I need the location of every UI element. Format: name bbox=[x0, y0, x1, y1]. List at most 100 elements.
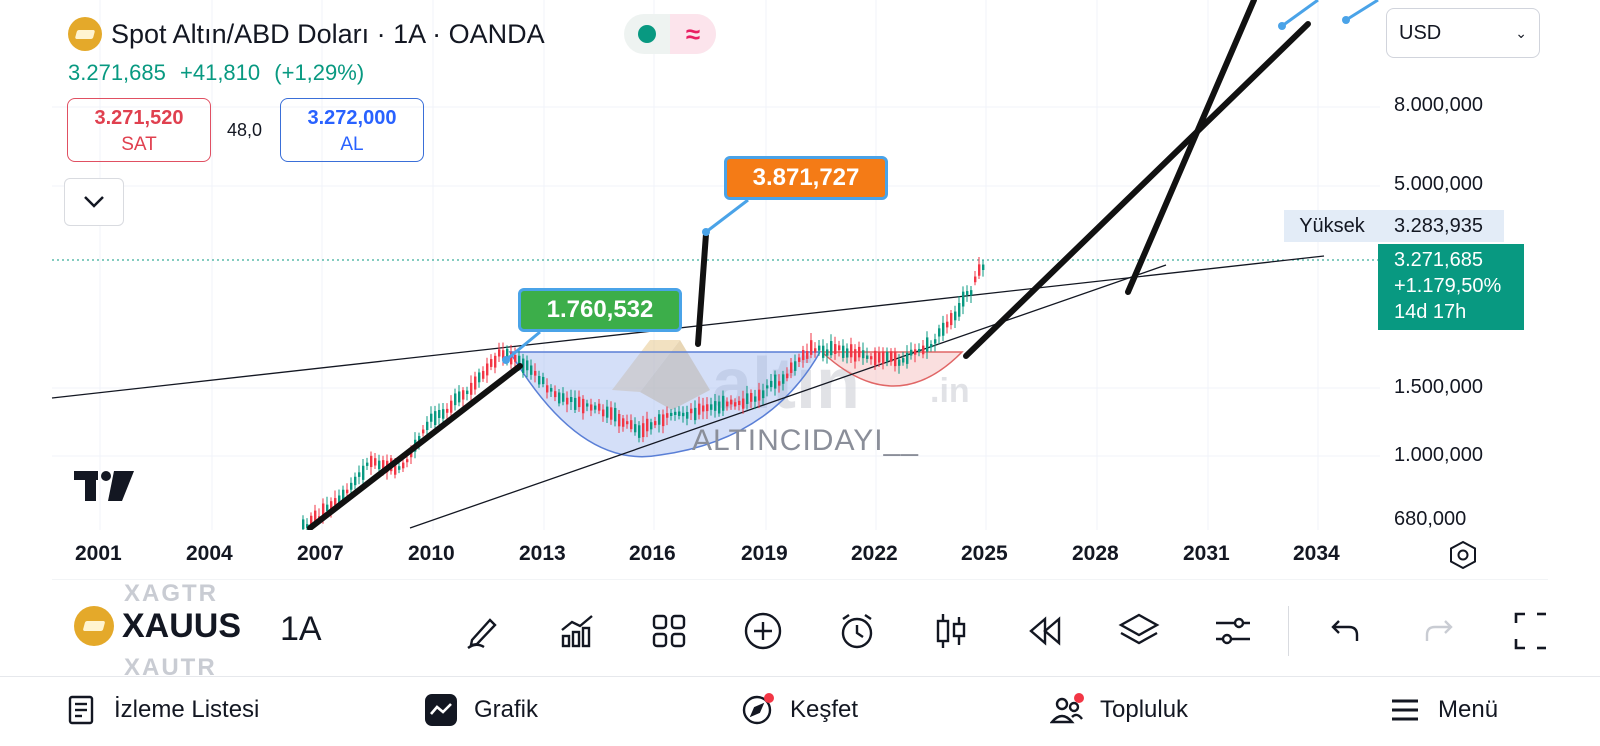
candle-body bbox=[378, 460, 381, 470]
candle-body bbox=[762, 390, 765, 399]
candle-body bbox=[774, 374, 777, 389]
candle-body bbox=[670, 412, 673, 416]
candle-body bbox=[934, 339, 937, 344]
currency-select[interactable]: USD ⌄ bbox=[1386, 8, 1540, 58]
buy-button[interactable]: 3.272,000 AL bbox=[280, 98, 424, 162]
notification-dot bbox=[1074, 693, 1084, 703]
nav-community[interactable]: Topluluk bbox=[1050, 688, 1188, 732]
candle-body bbox=[830, 341, 833, 356]
candle-body bbox=[750, 393, 753, 402]
time-axis-label: 2016 bbox=[629, 542, 676, 565]
pencil-icon[interactable] bbox=[460, 608, 506, 654]
candle-body bbox=[610, 407, 613, 420]
price-summary: 3.271,685 +41,810 (+1,29%) bbox=[68, 60, 372, 86]
price-change-pct: (+1,29%) bbox=[274, 60, 365, 85]
candle-body bbox=[534, 370, 537, 376]
candle-body bbox=[890, 351, 893, 362]
high-label: Yüksek bbox=[1284, 210, 1380, 242]
candle-body bbox=[654, 421, 657, 426]
candle-body bbox=[522, 358, 525, 374]
candle-body bbox=[674, 411, 677, 415]
candle-body bbox=[658, 414, 661, 425]
candle-body bbox=[578, 396, 581, 408]
interval-selector[interactable]: 1A bbox=[280, 610, 322, 648]
candle-body bbox=[838, 345, 841, 351]
candle-body bbox=[430, 413, 433, 422]
price-callout-1[interactable]: 1.760,532 bbox=[518, 288, 682, 332]
alert-icon[interactable] bbox=[834, 608, 880, 654]
candle-body bbox=[862, 350, 865, 359]
candle-body bbox=[350, 482, 353, 490]
layers-icon[interactable] bbox=[1116, 608, 1162, 654]
candle-body bbox=[954, 311, 957, 321]
candle-body bbox=[910, 349, 913, 356]
settings-icon[interactable] bbox=[1210, 608, 1256, 654]
layouts-icon[interactable] bbox=[646, 608, 692, 654]
gold-coin-icon bbox=[74, 606, 114, 646]
collapse-button[interactable] bbox=[64, 178, 124, 226]
indicators-icon[interactable] bbox=[554, 608, 600, 654]
nav-watchlist[interactable]: İzleme Listesi bbox=[64, 688, 259, 732]
candle-body bbox=[814, 348, 817, 353]
fullscreen-icon[interactable] bbox=[1508, 608, 1554, 654]
symbol-header[interactable]: Spot Altın/ABD Doları · 1A · OANDA bbox=[68, 14, 545, 54]
undo-icon[interactable] bbox=[1322, 608, 1368, 654]
nav-menu[interactable]: Menü bbox=[1388, 688, 1498, 732]
candle-body bbox=[798, 357, 801, 362]
candle-body bbox=[434, 411, 437, 426]
sell-button[interactable]: 3.271,520 SAT bbox=[67, 98, 211, 162]
tradingview-logo bbox=[74, 470, 134, 512]
candle-body bbox=[582, 398, 585, 414]
candle-body bbox=[486, 363, 489, 376]
candle-body bbox=[426, 421, 429, 431]
candle-body bbox=[498, 349, 501, 357]
candle-body bbox=[698, 403, 701, 415]
candle-body bbox=[782, 374, 785, 384]
add-icon[interactable] bbox=[740, 608, 786, 654]
candle-body bbox=[606, 406, 609, 418]
symbol-selector[interactable]: XAUUS bbox=[74, 606, 241, 646]
candle-body bbox=[462, 390, 465, 400]
candle-body bbox=[374, 458, 377, 466]
candle-body bbox=[366, 462, 369, 466]
candle-body bbox=[626, 421, 629, 425]
candle-body bbox=[550, 387, 553, 392]
candle-body bbox=[850, 344, 853, 358]
candle-body bbox=[314, 510, 317, 522]
watermark-logo: altin .in bbox=[612, 340, 970, 424]
candle-body bbox=[982, 264, 985, 271]
high-value: 3.283,935 bbox=[1380, 210, 1504, 242]
candle-body bbox=[490, 359, 493, 367]
candle-body bbox=[310, 515, 313, 529]
candle-body bbox=[618, 413, 621, 427]
price-callout-2[interactable]: 3.871,727 bbox=[724, 156, 888, 200]
market-status-pill[interactable]: ≈ bbox=[624, 14, 716, 54]
candle-body bbox=[834, 344, 837, 355]
candle-body bbox=[574, 397, 577, 410]
candle-body bbox=[466, 390, 469, 395]
bottom-navigation: İzleme Listesi Grafik Keşfet Topluluk Me… bbox=[0, 678, 1600, 746]
candle-body bbox=[470, 382, 473, 395]
candle-body bbox=[402, 462, 405, 469]
candle-body bbox=[870, 356, 873, 360]
candle-body bbox=[842, 345, 845, 358]
chart-settings-icon[interactable] bbox=[1448, 540, 1478, 570]
nav-explore[interactable]: Keşfet bbox=[740, 688, 858, 732]
candle-body bbox=[370, 455, 373, 468]
nav-community-label: Topluluk bbox=[1100, 696, 1189, 723]
candle-body bbox=[958, 303, 961, 317]
replay-icon[interactable] bbox=[1022, 608, 1068, 654]
time-axis-label: 2022 bbox=[851, 542, 898, 565]
nav-chart[interactable]: Grafik bbox=[424, 688, 538, 732]
currency-value: USD bbox=[1399, 21, 1442, 44]
candle-body bbox=[754, 396, 757, 402]
candle-body bbox=[650, 422, 653, 430]
candles-icon[interactable] bbox=[928, 608, 974, 654]
candle-body bbox=[950, 313, 953, 326]
candle-body bbox=[938, 328, 941, 337]
redo-icon[interactable] bbox=[1416, 608, 1462, 654]
chevron-down-icon bbox=[84, 196, 104, 208]
price-chart[interactable]: altin .in bbox=[0, 0, 1600, 580]
chart-icon bbox=[424, 693, 458, 727]
symbol-title: Spot Altın/ABD Doları · 1A · OANDA bbox=[111, 18, 545, 49]
